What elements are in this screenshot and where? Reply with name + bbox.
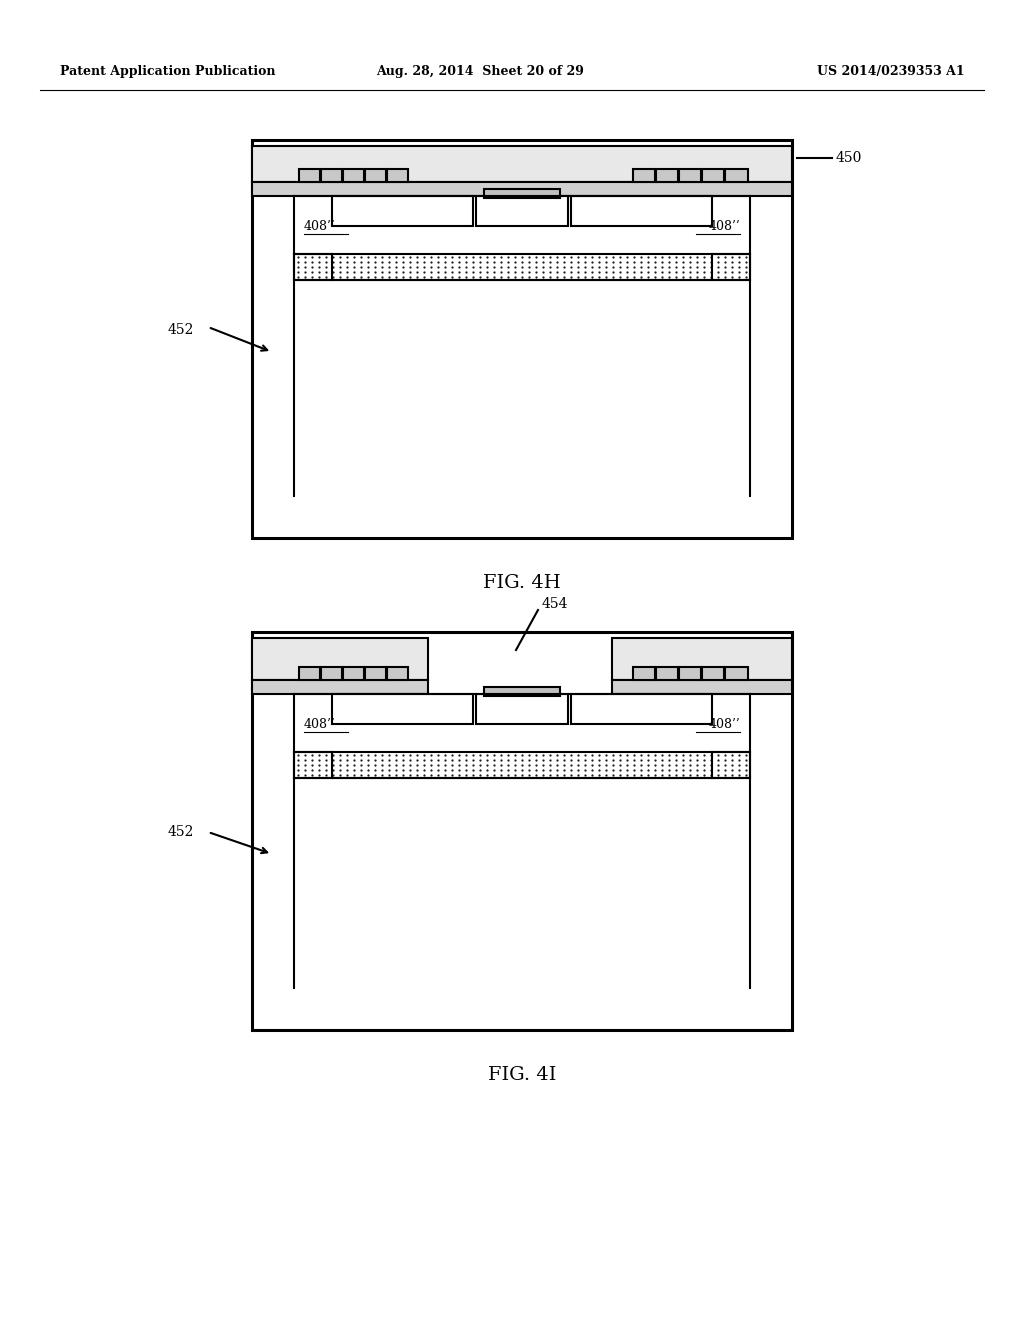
Bar (299, 667, 319, 680)
Bar (679, 667, 701, 680)
Bar (321, 169, 341, 182)
Bar (655, 667, 678, 680)
Bar (252, 632, 792, 1030)
Text: 450: 450 (836, 150, 862, 165)
Text: Aug. 28, 2014  Sheet 20 of 29: Aug. 28, 2014 Sheet 20 of 29 (376, 66, 584, 78)
Bar (299, 169, 319, 182)
Bar (725, 667, 748, 680)
Text: 408’’: 408’’ (304, 219, 336, 232)
Text: 408’’: 408’’ (304, 718, 336, 730)
Bar (612, 680, 792, 694)
Bar (365, 667, 385, 680)
Bar (252, 182, 792, 195)
Bar (725, 169, 748, 182)
Bar (484, 189, 560, 198)
Bar (252, 680, 428, 694)
Bar (252, 140, 792, 539)
Bar (342, 169, 364, 182)
Text: 452: 452 (168, 323, 194, 337)
Bar (484, 686, 560, 696)
Bar (321, 667, 341, 680)
Text: FIG. 4H: FIG. 4H (483, 574, 561, 591)
Bar (702, 667, 724, 680)
Bar (702, 169, 724, 182)
Bar (365, 169, 385, 182)
Bar (252, 638, 428, 680)
Bar (342, 667, 364, 680)
Text: FIG. 4I: FIG. 4I (487, 1067, 556, 1084)
Bar (633, 169, 654, 182)
Bar (332, 694, 473, 723)
Bar (386, 169, 408, 182)
Bar (332, 195, 473, 226)
Text: Patent Application Publication: Patent Application Publication (60, 66, 275, 78)
Bar (476, 195, 568, 226)
Bar (571, 694, 712, 723)
Bar (476, 694, 568, 723)
Text: 454: 454 (542, 597, 568, 611)
Text: 408’’: 408’’ (709, 718, 740, 730)
Bar (612, 638, 792, 680)
Bar (571, 195, 712, 226)
Bar (294, 253, 750, 280)
Text: 452: 452 (168, 825, 194, 840)
Bar (679, 169, 701, 182)
Bar (633, 667, 654, 680)
Text: US 2014/0239353 A1: US 2014/0239353 A1 (817, 66, 965, 78)
Bar (294, 752, 750, 777)
Bar (386, 667, 408, 680)
Bar (252, 147, 792, 182)
Text: 408’’: 408’’ (709, 219, 740, 232)
Bar (655, 169, 678, 182)
